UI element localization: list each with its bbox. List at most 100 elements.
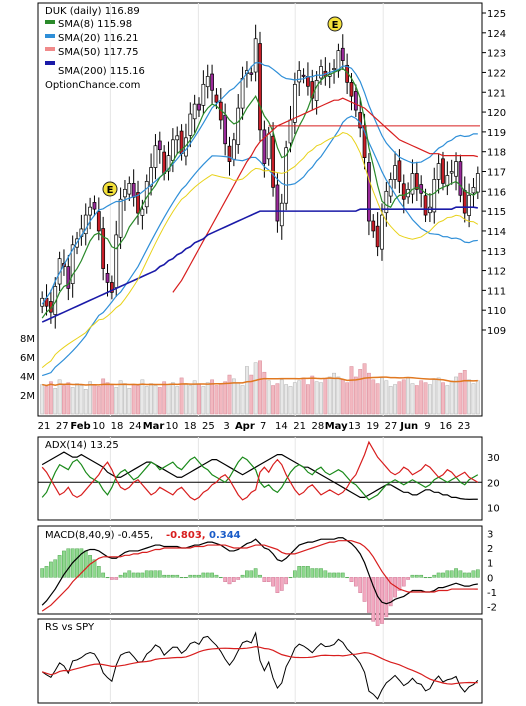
macd-series-line: [41, 537, 478, 606]
candle-body: [96, 211, 101, 232]
candle-body: [462, 190, 467, 214]
candle-body: [110, 282, 114, 293]
macd-histogram-bar: [245, 570, 249, 578]
candle-body: [384, 190, 389, 214]
macd-histogram-bar: [458, 570, 463, 578]
macd-histogram-bar: [362, 577, 367, 602]
volume-bar: [92, 384, 97, 415]
volume-bar: [184, 383, 188, 415]
candle-body: [292, 83, 297, 123]
volume-bar: [231, 378, 236, 415]
candle-body: [253, 38, 258, 73]
macd-histogram-bar: [88, 555, 92, 578]
candle-body: [105, 272, 110, 283]
price-tick-label: 111: [487, 286, 506, 297]
x-axis-label: 10: [165, 421, 178, 432]
candle-body: [70, 244, 75, 284]
volume-bar: [393, 384, 397, 415]
macd-histogram-bar: [454, 568, 458, 578]
macd-histogram-bar: [414, 574, 419, 578]
volume-bar: [406, 377, 411, 415]
macd-histogram-bar: [171, 574, 175, 578]
volume-bar: [306, 384, 310, 415]
adx-series-line: [41, 451, 478, 500]
volume-bar: [271, 385, 275, 415]
volume-tick-label: 2M: [20, 391, 35, 402]
candle-body: [380, 214, 384, 250]
candle-body: [144, 181, 149, 208]
volume-bar: [205, 382, 210, 415]
macd-histogram-bar: [284, 577, 288, 585]
volume-bar: [188, 385, 193, 415]
price-tick-label: 121: [487, 88, 506, 99]
volume-bar: [96, 386, 101, 415]
macd-histogram-bar: [306, 566, 310, 578]
volume-bar: [175, 386, 180, 415]
x-axis-label: 13: [348, 421, 361, 432]
macd-histogram-bar: [410, 574, 415, 578]
volume-bar: [441, 382, 445, 415]
candle-body: [410, 173, 415, 195]
macd-histogram-bar: [358, 577, 363, 593]
macd-histogram-bar: [153, 570, 158, 578]
volume-tick-label: 4M: [20, 372, 35, 383]
volume-bar: [262, 371, 267, 415]
price-tick-label: 123: [487, 49, 506, 60]
volume-bar: [358, 369, 363, 415]
macd-tick-label: -2: [487, 603, 497, 614]
macd-histogram-bar: [349, 577, 354, 582]
volume-bar: [53, 388, 58, 415]
price-legend: DUK (daily) 116.89 SMA(8) 115.98 SMA(20)…: [45, 6, 145, 91]
volume-bar: [223, 381, 228, 415]
volume-bar: [79, 385, 84, 415]
candle-body: [131, 183, 136, 198]
volume-bar: [427, 384, 432, 415]
macd-histogram-bar: [249, 570, 254, 578]
price-tick-label: 113: [487, 247, 506, 258]
x-axis-label: 25: [202, 421, 215, 432]
legend-sma20: SMA(20) 116.21: [58, 33, 139, 44]
macd-histogram-bar: [144, 570, 149, 578]
macd-histogram-bar: [475, 569, 480, 578]
volume-bar: [48, 381, 53, 415]
candle-body: [175, 135, 180, 141]
macd-histogram-bar: [223, 577, 228, 582]
x-axis-label: 16: [439, 421, 452, 432]
candle-body: [170, 139, 175, 161]
candle-body: [358, 112, 363, 129]
macd-histogram-bar: [57, 555, 62, 578]
volume-bar: [432, 379, 437, 415]
adx-series-line: [41, 456, 479, 501]
candle-body: [436, 163, 441, 180]
candle-body: [223, 114, 228, 145]
candle-body: [445, 175, 450, 187]
volume-bar: [114, 387, 119, 415]
candle-body: [432, 179, 437, 213]
macd-panel-frame: [37, 525, 483, 615]
rs-legend: RS vs SPY: [45, 622, 95, 633]
volume-bar: [266, 380, 271, 415]
volume-bar: [292, 382, 297, 415]
macd-histogram-bar: [397, 577, 402, 591]
macd-histogram-bar: [162, 574, 167, 578]
candle-body: [227, 145, 232, 162]
macd-histogram-bar: [175, 574, 180, 578]
x-axis-label: Jun: [399, 421, 418, 432]
svg-text:E: E: [107, 185, 114, 196]
volume-bar: [353, 376, 358, 415]
candle-body: [197, 103, 201, 111]
candle-body: [336, 50, 341, 72]
volume-bar: [192, 380, 197, 415]
candle-body: [127, 183, 132, 195]
adx-tick-label: 20: [487, 478, 500, 489]
macd-histogram-bar: [83, 550, 88, 578]
volume-bar: [162, 381, 167, 415]
macd-histogram-bar: [262, 577, 267, 582]
candle-body: [340, 47, 345, 61]
candle-body: [201, 83, 206, 106]
macd-histogram-bar: [188, 574, 193, 578]
candle-body: [310, 81, 315, 99]
macd-histogram-bar: [96, 566, 101, 578]
sma50-line: [172, 97, 478, 293]
candle-body: [136, 192, 140, 214]
